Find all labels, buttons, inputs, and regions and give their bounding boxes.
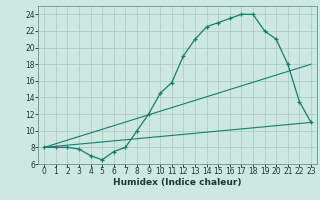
X-axis label: Humidex (Indice chaleur): Humidex (Indice chaleur) [113, 178, 242, 187]
